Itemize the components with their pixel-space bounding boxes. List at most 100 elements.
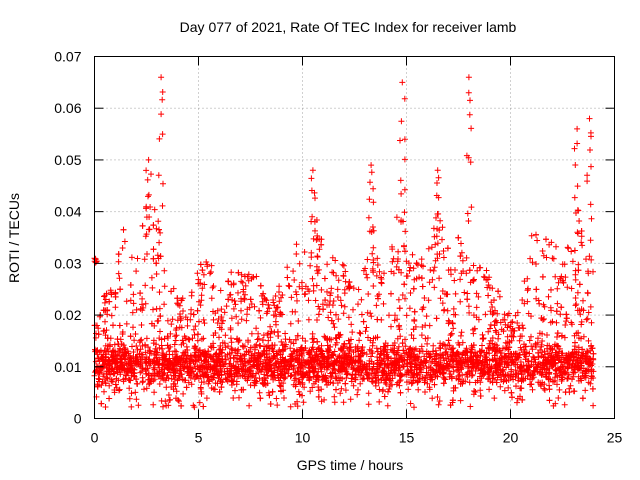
data-point xyxy=(257,314,264,321)
data-point xyxy=(133,380,140,387)
data-point xyxy=(411,404,417,411)
data-point xyxy=(588,133,594,140)
data-point xyxy=(292,375,299,382)
data-point xyxy=(162,398,169,405)
data-point xyxy=(485,328,492,335)
data-point xyxy=(384,374,390,381)
data-point xyxy=(410,265,417,272)
data-point xyxy=(422,358,429,364)
data-point xyxy=(299,335,306,342)
data-point xyxy=(252,380,259,387)
data-point xyxy=(208,262,215,269)
data-point xyxy=(572,295,579,301)
data-point xyxy=(358,296,365,303)
data-point xyxy=(572,162,579,168)
data-point xyxy=(203,395,210,402)
data-point xyxy=(365,334,371,341)
data-point xyxy=(407,290,414,296)
data-point xyxy=(260,290,267,297)
data-point xyxy=(476,373,483,380)
data-point xyxy=(410,377,417,384)
data-point xyxy=(452,290,459,297)
data-point xyxy=(235,346,242,353)
data-point xyxy=(588,373,595,380)
data-point xyxy=(521,348,528,355)
data-point xyxy=(228,315,235,322)
data-point xyxy=(252,356,259,363)
data-point xyxy=(182,314,189,321)
data-point xyxy=(174,295,181,302)
data-point xyxy=(589,345,596,352)
data-point xyxy=(584,178,591,185)
data-point xyxy=(128,254,135,261)
data-point xyxy=(397,177,404,184)
data-point xyxy=(120,353,127,360)
data-point xyxy=(341,341,348,348)
data-point xyxy=(155,317,162,324)
data-point xyxy=(471,325,478,332)
data-point xyxy=(514,395,521,402)
data-point xyxy=(155,218,162,225)
data-point xyxy=(164,342,171,349)
data-point xyxy=(501,361,508,367)
data-point xyxy=(208,295,215,302)
data-point xyxy=(248,275,255,282)
data-point xyxy=(481,274,488,281)
data-point xyxy=(376,398,383,405)
data-point xyxy=(171,348,178,354)
data-point xyxy=(244,377,251,384)
data-point xyxy=(469,371,476,378)
data-point xyxy=(509,394,515,401)
data-point xyxy=(578,318,585,325)
data-point xyxy=(420,263,426,270)
data-point xyxy=(199,368,205,375)
data-point xyxy=(421,353,428,360)
data-point xyxy=(228,269,235,276)
data-point xyxy=(275,363,282,370)
data-point xyxy=(104,375,111,382)
data-point xyxy=(516,337,523,344)
data-point xyxy=(345,337,352,344)
data-point xyxy=(448,375,455,382)
data-point xyxy=(437,345,444,352)
data-point xyxy=(510,359,517,366)
data-point xyxy=(139,379,146,386)
data-point xyxy=(255,330,262,337)
data-point xyxy=(115,258,122,265)
data-point xyxy=(310,235,317,242)
data-point xyxy=(221,309,228,316)
data-point xyxy=(477,393,484,399)
data-point xyxy=(122,345,128,351)
data-point xyxy=(153,271,160,277)
data-point xyxy=(101,299,108,306)
data-point xyxy=(568,285,575,292)
data-point xyxy=(441,375,448,382)
data-point xyxy=(590,402,597,409)
data-point xyxy=(384,363,391,370)
data-point xyxy=(508,319,515,326)
data-point xyxy=(289,308,296,315)
data-point xyxy=(458,249,465,256)
data-point xyxy=(247,358,254,365)
data-point xyxy=(273,360,280,367)
data-point xyxy=(578,239,585,246)
data-point xyxy=(374,366,381,373)
data-point xyxy=(427,376,434,383)
data-point xyxy=(555,352,561,359)
data-point xyxy=(586,253,593,260)
data-point xyxy=(247,370,254,377)
data-point xyxy=(464,349,471,356)
data-point xyxy=(255,361,262,368)
data-point xyxy=(133,343,140,349)
data-point xyxy=(305,297,312,304)
data-point xyxy=(293,251,300,257)
data-point xyxy=(280,387,287,394)
data-point xyxy=(325,314,332,321)
data-point xyxy=(473,304,480,311)
data-point xyxy=(146,347,153,354)
data-point xyxy=(363,324,370,331)
data-point xyxy=(138,336,145,343)
data-point xyxy=(585,268,591,275)
data-point xyxy=(587,147,593,153)
data-point xyxy=(119,331,126,337)
